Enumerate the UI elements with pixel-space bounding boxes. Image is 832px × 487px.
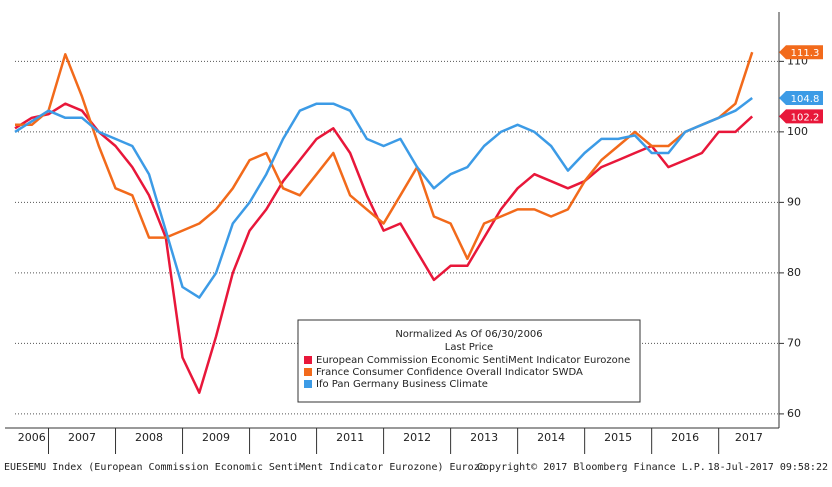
legend-title: Normalized As Of 06/30/2006 — [395, 329, 542, 340]
last-value-tag — [779, 91, 823, 106]
series-line — [14, 97, 753, 299]
x-tick-label: 2013 — [470, 431, 498, 444]
last-value-label: 104.8 — [791, 94, 820, 105]
x-tick-label: 2017 — [735, 431, 763, 444]
y-tick-label: 80 — [787, 266, 801, 279]
legend-box — [297, 319, 641, 403]
footer-center: Copyright© 2017 Bloomberg Finance L.P. — [477, 462, 706, 473]
x-tick-label: 2012 — [403, 431, 431, 444]
legend-label: European Commission Economic SentiMent I… — [316, 355, 630, 366]
x-tick-label: 2009 — [202, 431, 230, 444]
last-value-label: 102.2 — [791, 112, 820, 123]
footer-right: 18-Jul-2017 09:58:22 — [708, 462, 828, 473]
x-tick-label: 2016 — [671, 431, 699, 444]
x-tick-label: 2008 — [135, 431, 163, 444]
last-value-tag — [779, 109, 823, 124]
footer-left: EUESEMU Index (European Commission Econo… — [4, 462, 486, 473]
legend-label: Ifo Pan Germany Business Climate — [316, 379, 488, 390]
series-line — [14, 102, 754, 394]
x-tick-label: 2006 — [18, 431, 46, 444]
x-tick-label: 2014 — [537, 431, 565, 444]
x-tick-label: 2007 — [68, 431, 96, 444]
x-tick-label: 2010 — [269, 431, 297, 444]
legend-subtitle: Last Price — [445, 342, 493, 353]
y-tick-label: 100 — [787, 125, 808, 138]
legend-swatch — [304, 368, 312, 376]
x-tick-label: 2015 — [604, 431, 632, 444]
legend-swatch — [304, 356, 312, 364]
y-tick-label: 90 — [787, 195, 801, 208]
last-value-tag — [779, 45, 823, 60]
x-tick-label: 2011 — [336, 431, 364, 444]
y-tick-label: 70 — [787, 336, 801, 349]
last-value-label: 111.3 — [791, 48, 820, 59]
legend-label: France Consumer Confidence Overall Indic… — [316, 367, 583, 378]
y-tick-label: 60 — [787, 407, 801, 420]
legend-swatch — [304, 380, 312, 388]
